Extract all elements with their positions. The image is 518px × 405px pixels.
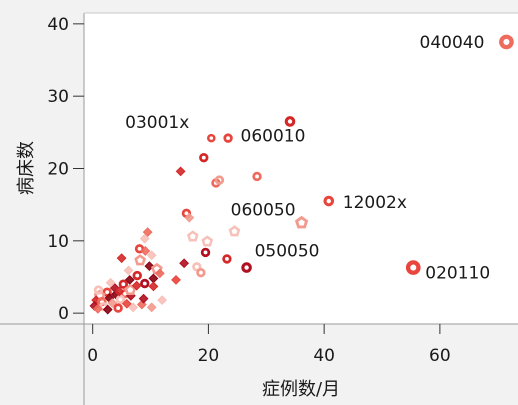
y-tick-label: 20 bbox=[47, 160, 69, 180]
data-point bbox=[146, 302, 157, 313]
y-tick-label: 10 bbox=[47, 232, 69, 252]
data-point bbox=[124, 274, 135, 285]
data-point bbox=[252, 171, 262, 182]
x-tick-label: 60 bbox=[429, 346, 451, 366]
data-point bbox=[179, 258, 190, 269]
data-point bbox=[113, 303, 123, 313]
labeled-data-point bbox=[207, 133, 216, 143]
data-point bbox=[154, 268, 165, 279]
data-point bbox=[175, 166, 186, 177]
data-point bbox=[114, 286, 125, 297]
data-point bbox=[223, 133, 233, 143]
data-point bbox=[102, 304, 113, 315]
point-label: 060050 bbox=[231, 201, 296, 221]
data-point bbox=[139, 233, 150, 244]
data-point bbox=[132, 270, 142, 281]
labeled-data-point bbox=[241, 262, 252, 273]
labeled-points: 040040 03001x 060010 12002x 060050 050050 0201… bbox=[125, 33, 514, 284]
x-tick-label: 20 bbox=[198, 346, 220, 366]
data-point bbox=[201, 235, 214, 247]
data-point bbox=[115, 294, 126, 305]
data-point bbox=[134, 254, 146, 266]
point-label: 050050 bbox=[255, 242, 320, 262]
data-point bbox=[196, 267, 206, 278]
data-point bbox=[222, 254, 232, 264]
data-point bbox=[142, 227, 153, 238]
labeled-data-point bbox=[499, 34, 514, 50]
point-label: 040040 bbox=[420, 33, 485, 53]
x-axis-title: 症例数/月 bbox=[262, 379, 340, 400]
x-axis-ticks: 0 20 40 60 bbox=[87, 324, 451, 366]
point-label: 03001x bbox=[125, 113, 189, 133]
y-tick-label: 30 bbox=[47, 87, 69, 107]
data-point bbox=[128, 302, 139, 313]
labeled-data-point bbox=[405, 260, 421, 275]
point-label: 020110 bbox=[425, 264, 490, 284]
data-point bbox=[199, 152, 209, 163]
data-point bbox=[192, 262, 202, 272]
x-tick-label: 0 bbox=[87, 346, 98, 366]
data-point bbox=[157, 295, 168, 306]
data-point bbox=[93, 285, 104, 295]
data-point bbox=[140, 246, 151, 256]
y-axis-ticks: 0 10 20 30 40 bbox=[47, 15, 84, 324]
data-point bbox=[140, 278, 150, 289]
labeled-data-point bbox=[294, 215, 309, 229]
data-point bbox=[116, 253, 127, 264]
data-point bbox=[124, 283, 137, 295]
y-tick-label: 40 bbox=[47, 15, 69, 35]
data-point bbox=[92, 303, 103, 314]
data-point bbox=[171, 274, 181, 285]
data-points bbox=[89, 133, 262, 315]
y-tick-label: 0 bbox=[58, 304, 69, 324]
x-tick-label: 40 bbox=[313, 346, 335, 366]
data-point bbox=[121, 298, 132, 309]
data-point bbox=[214, 175, 225, 185]
data-point bbox=[107, 298, 118, 308]
labeled-data-point bbox=[284, 116, 296, 127]
data-point bbox=[136, 299, 147, 310]
data-point bbox=[105, 277, 116, 288]
y-axis-title: 病床数 bbox=[16, 141, 37, 195]
point-label: 060010 bbox=[241, 126, 306, 146]
data-point bbox=[186, 230, 199, 242]
point-label: 12002x bbox=[343, 193, 407, 213]
data-point bbox=[228, 225, 241, 237]
labeled-data-point bbox=[323, 195, 335, 207]
data-point bbox=[123, 265, 134, 276]
data-point bbox=[184, 212, 195, 223]
data-point bbox=[148, 281, 159, 292]
data-point bbox=[138, 293, 149, 304]
data-point bbox=[146, 250, 157, 261]
data-point bbox=[118, 279, 129, 289]
data-point bbox=[131, 280, 142, 291]
data-point bbox=[200, 247, 211, 258]
